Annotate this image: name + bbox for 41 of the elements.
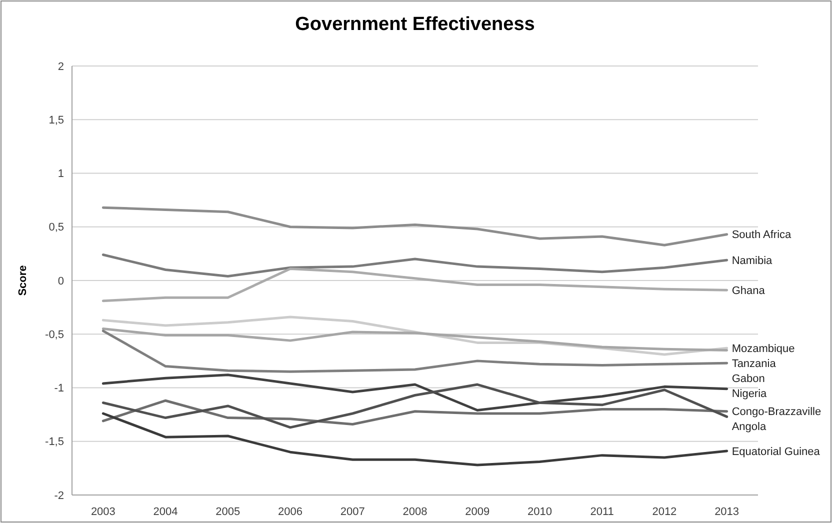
- y-tick-label: -1,5: [45, 436, 64, 448]
- x-tick-label: 2013: [714, 506, 740, 518]
- y-axis-title: Score: [17, 265, 29, 296]
- y-tick-label: -2: [54, 490, 64, 502]
- series-label: Gabon: [732, 372, 765, 385]
- line-series: [102, 328, 728, 352]
- line-series: [102, 267, 728, 302]
- line-series: [102, 206, 728, 246]
- y-tick-label: 1,5: [48, 114, 64, 126]
- line-series: [102, 399, 728, 426]
- line-series: [102, 412, 728, 466]
- series-label: Angola: [732, 421, 767, 434]
- y-tick-label: 1: [58, 168, 64, 180]
- x-tick-label: 2008: [402, 506, 428, 518]
- x-tick-label: 2009: [465, 506, 490, 518]
- x-tick-label: 2007: [340, 506, 365, 518]
- line-series: [102, 330, 728, 373]
- x-tick-label: 2003: [90, 506, 116, 518]
- line-series: [102, 374, 728, 412]
- series-label: South Africa: [732, 229, 792, 242]
- series-label: Tanzania: [732, 358, 777, 370]
- series-label: Equatorial Guinea: [732, 446, 821, 458]
- x-tick-label: 2010: [527, 506, 552, 518]
- y-tick-label: -1: [54, 382, 64, 395]
- y-tick-label: -0,5: [45, 328, 64, 341]
- x-tick-label: 2011: [590, 506, 614, 518]
- y-tick-label: 2: [58, 60, 64, 73]
- series-label: Ghana: [732, 285, 766, 298]
- y-tick-label: 0: [58, 275, 64, 288]
- line-series: [102, 254, 728, 278]
- series-label: Nigeria: [732, 388, 768, 400]
- y-tick-label: 0,5: [48, 222, 64, 234]
- series-label: Mozambique: [732, 342, 795, 355]
- line-series: [102, 383, 728, 429]
- chart-title: Government Effectiveness: [295, 14, 535, 35]
- series-label: Congo-Brazzaville: [732, 406, 822, 418]
- x-tick-label: 2004: [153, 506, 178, 518]
- x-tick-label: 2012: [652, 506, 677, 518]
- x-tick-label: 2006: [278, 506, 303, 518]
- x-tick-label: 2005: [216, 506, 240, 518]
- series-label: Namibia: [732, 254, 774, 267]
